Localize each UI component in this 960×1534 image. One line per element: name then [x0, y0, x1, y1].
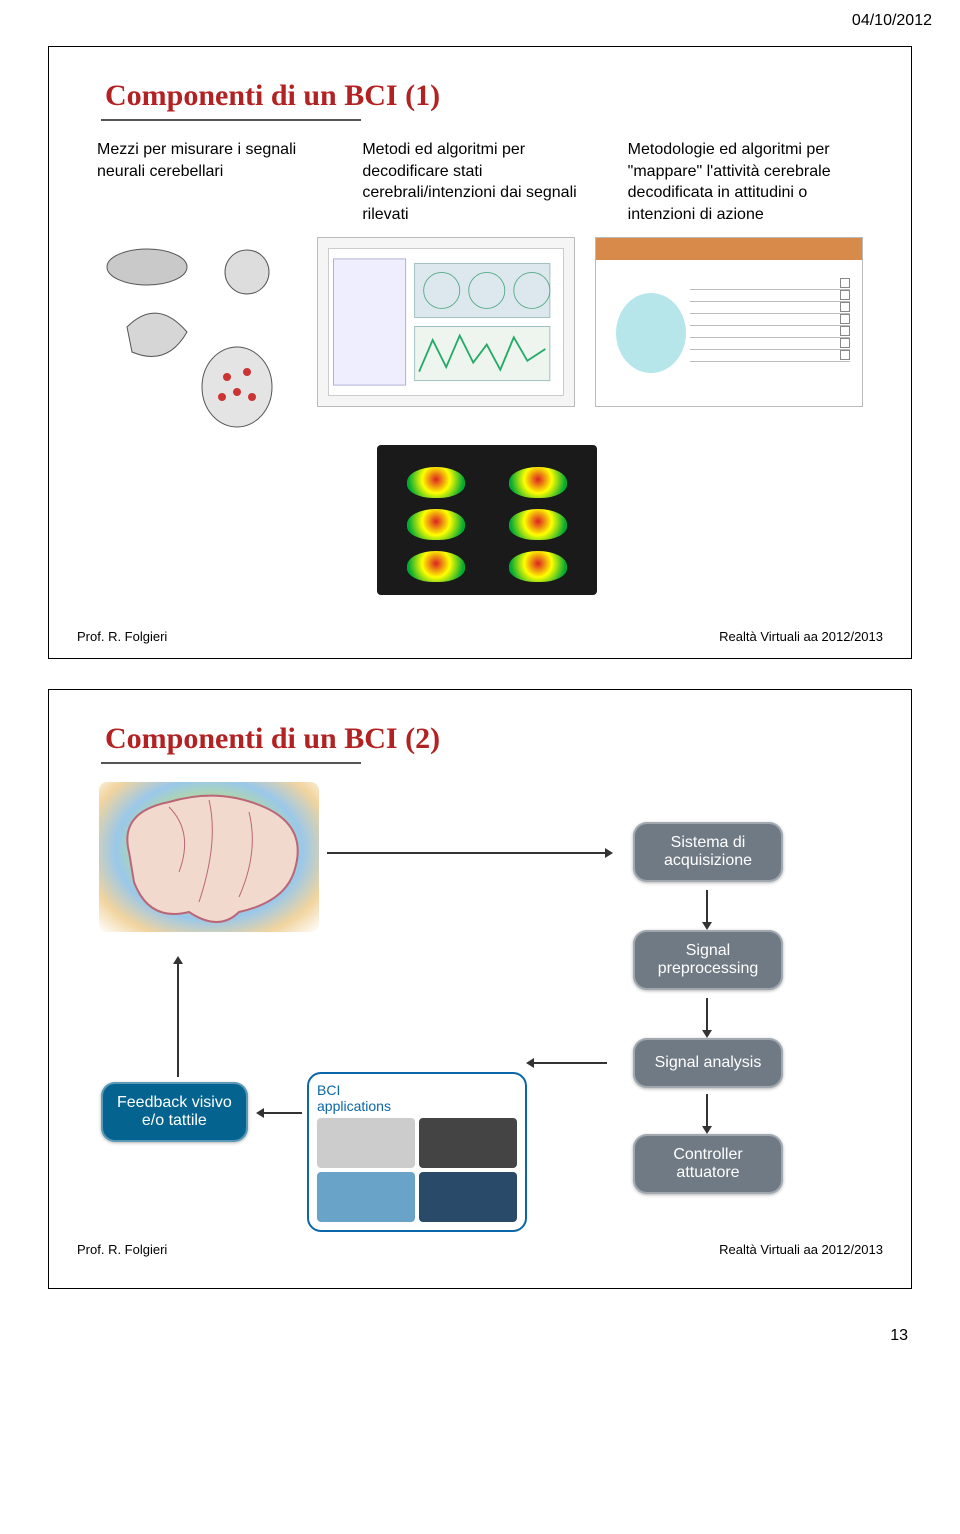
- title-underline-2: [101, 762, 361, 764]
- arrow-brain-to-acq: [327, 852, 607, 854]
- bci-thumb-4: [419, 1172, 517, 1222]
- slide1-title: Componenti di un BCI (1): [105, 79, 883, 113]
- slide-1: Componenti di un BCI (1) Mezzi per misur…: [48, 46, 912, 659]
- arrow-app-to-feedback: [262, 1112, 302, 1114]
- signal-panel-image: [317, 237, 575, 407]
- slide1-col3: Metodologie ed algoritmi per "mappare" l…: [628, 139, 863, 225]
- slide2-footer: Prof. R. Folgieri Realtà Virtuali aa 201…: [49, 1226, 911, 1271]
- box-controller: Controller attuatore: [633, 1134, 783, 1194]
- eeg-headsets-image: [97, 237, 297, 437]
- slide1-footer-left: Prof. R. Folgieri: [77, 629, 167, 644]
- slide1-col2: Metodi ed algoritmi per decodificare sta…: [362, 139, 597, 225]
- bci-thumb-1: [317, 1118, 415, 1168]
- arrow-feedback-up: [177, 962, 179, 1077]
- slide2-footer-left: Prof. R. Folgieri: [77, 1242, 167, 1257]
- brain-image: [99, 782, 319, 932]
- box-acquisition: Sistema di acquisizione: [633, 822, 783, 882]
- bci-thumb-3: [317, 1172, 415, 1222]
- box-bci-applications: BCI applications: [307, 1072, 527, 1232]
- arrow-ana-ctrl: [706, 1094, 708, 1128]
- arrow-pre-ana: [706, 998, 708, 1032]
- arrow-acq-pre: [706, 890, 708, 924]
- sdk-panel-image: [595, 237, 863, 407]
- headset-icon: [97, 237, 297, 437]
- arrow-ana-to-app: [532, 1062, 607, 1064]
- slide1-image-row: [77, 225, 883, 437]
- bci-thumb-2: [419, 1118, 517, 1168]
- flow-diagram: Sistema di acquisizione Signal preproces…: [77, 782, 883, 1222]
- panel-icon: [329, 249, 563, 395]
- bci-app-label: BCI applications: [317, 1082, 517, 1114]
- slide1-footer-right: Realtà Virtuali aa 2012/2013: [719, 629, 883, 644]
- slide2-title: Componenti di un BCI (2): [105, 722, 883, 756]
- page-date: 04/10/2012: [0, 0, 960, 36]
- box-analysis: Signal analysis: [633, 1038, 783, 1088]
- slide1-footer: Prof. R. Folgieri Realtà Virtuali aa 201…: [49, 613, 911, 658]
- box-preprocessing: Signal preprocessing: [633, 930, 783, 990]
- title-underline: [101, 119, 361, 121]
- slide1-col1: Mezzi per misurare i segnali neurali cer…: [97, 139, 332, 225]
- slide1-columns: Mezzi per misurare i segnali neurali cer…: [77, 139, 883, 225]
- box-feedback: Feedback visivo e/o tattile: [101, 1082, 248, 1142]
- slide-2: Componenti di un BCI (2) Sistema di acqu…: [48, 689, 912, 1289]
- slide2-footer-right: Realtà Virtuali aa 2012/2013: [719, 1242, 883, 1257]
- page-number: 13: [0, 1319, 960, 1365]
- brain-icon: [99, 782, 319, 932]
- brain-activity-image: [377, 445, 597, 595]
